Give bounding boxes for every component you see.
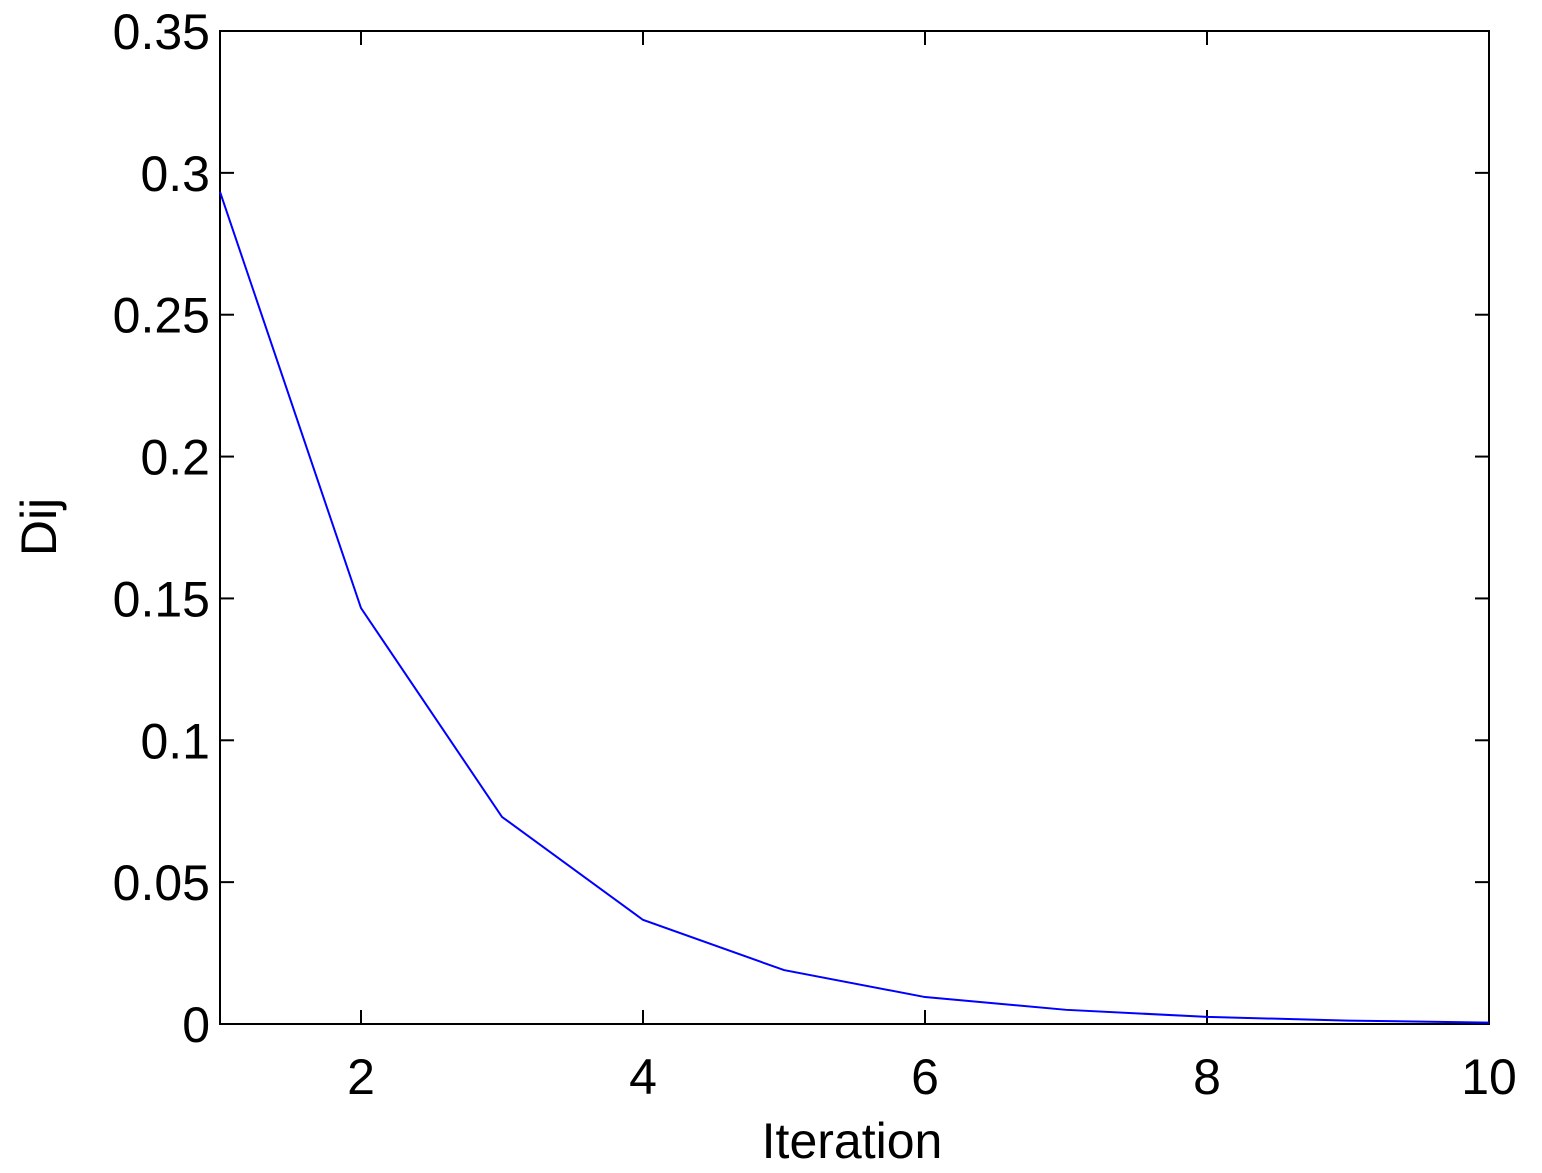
y-tick-label: 0.1 [140,713,210,769]
x-tick-label: 10 [1461,1049,1517,1105]
y-tick-label: 0.25 [113,288,210,344]
y-tick-label: 0.15 [113,571,210,627]
y-tick-label: 0.35 [113,4,210,60]
x-tick-label: 4 [629,1049,657,1105]
y-tick-label: 0 [182,997,210,1053]
x-tick-label: 6 [911,1049,939,1105]
y-tick-label: 0.05 [113,855,210,911]
x-tick-label: 8 [1193,1049,1221,1105]
y-tick-label: 0.3 [140,146,210,202]
y-tick-label: 0.2 [140,430,210,486]
x-axis-label: Iteration [762,1113,943,1169]
plot-frame [219,30,1490,1025]
x-tick-label: 2 [347,1049,375,1105]
data-line [219,191,1490,1024]
y-axis-label: Dij [11,498,67,556]
